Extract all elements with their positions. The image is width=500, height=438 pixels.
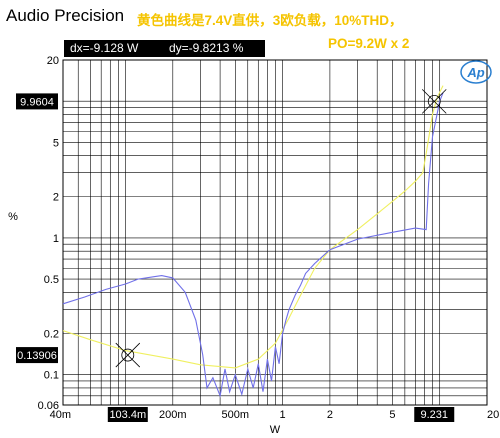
series-line-1 [62,85,444,369]
y-tick-label: 0.5 [44,274,59,286]
ap-logo: Ap [460,60,492,84]
y-tick-label: 5 [53,137,59,149]
x-axis-label: W [270,424,281,436]
ap-logo-text: Ap [466,65,484,80]
y-tick-label: 1 [53,233,59,245]
cursor-1-marker [121,348,135,362]
dx-readout: dx=-9.128 W [64,40,166,57]
cursor-y-label: 0.13906 [17,350,57,362]
cursor-x-label: 9.231 [420,409,448,421]
cursor-x-label-box [414,407,455,422]
cursor-2-cross [421,89,447,114]
cursor-y-label-box [16,347,58,364]
cursor-1-cross [115,342,141,368]
y-tick-label: 0.1 [44,370,59,382]
x-tick-label: 200m [159,409,187,421]
x-tick-label: 2 [327,409,333,421]
dy-readout: dy=-9.8213 % [163,40,265,57]
y-tick-label: 0.2 [44,328,59,340]
cursor-x-label-box [107,407,148,422]
app-title: Audio Precision [6,6,125,25]
x-tick-label: 5 [389,409,395,421]
series-line-2 [62,92,444,398]
y-tick-label: 2 [53,192,59,204]
x-tick-label: 40m [50,409,71,421]
annotation-line-2: PO=9.2W x 2 [328,36,410,51]
cursor-2-marker [427,95,441,108]
y-tick-label: 20 [47,55,59,67]
cursor-x-label: 103.4m [109,409,146,421]
cursor-y-label: 9.9604 [20,96,54,108]
y-axis-label: % [8,211,18,223]
x-tick-label: 20 [487,409,499,421]
x-tick-label: 1 [280,409,286,421]
cursor-y-label-box [16,93,58,110]
y-tick-label: 0.06 [38,400,59,412]
x-tick-label: 500m [222,409,250,421]
annotation-line-1: 黄色曲线是7.4V直供，3欧负载，10%THD， [137,13,403,28]
